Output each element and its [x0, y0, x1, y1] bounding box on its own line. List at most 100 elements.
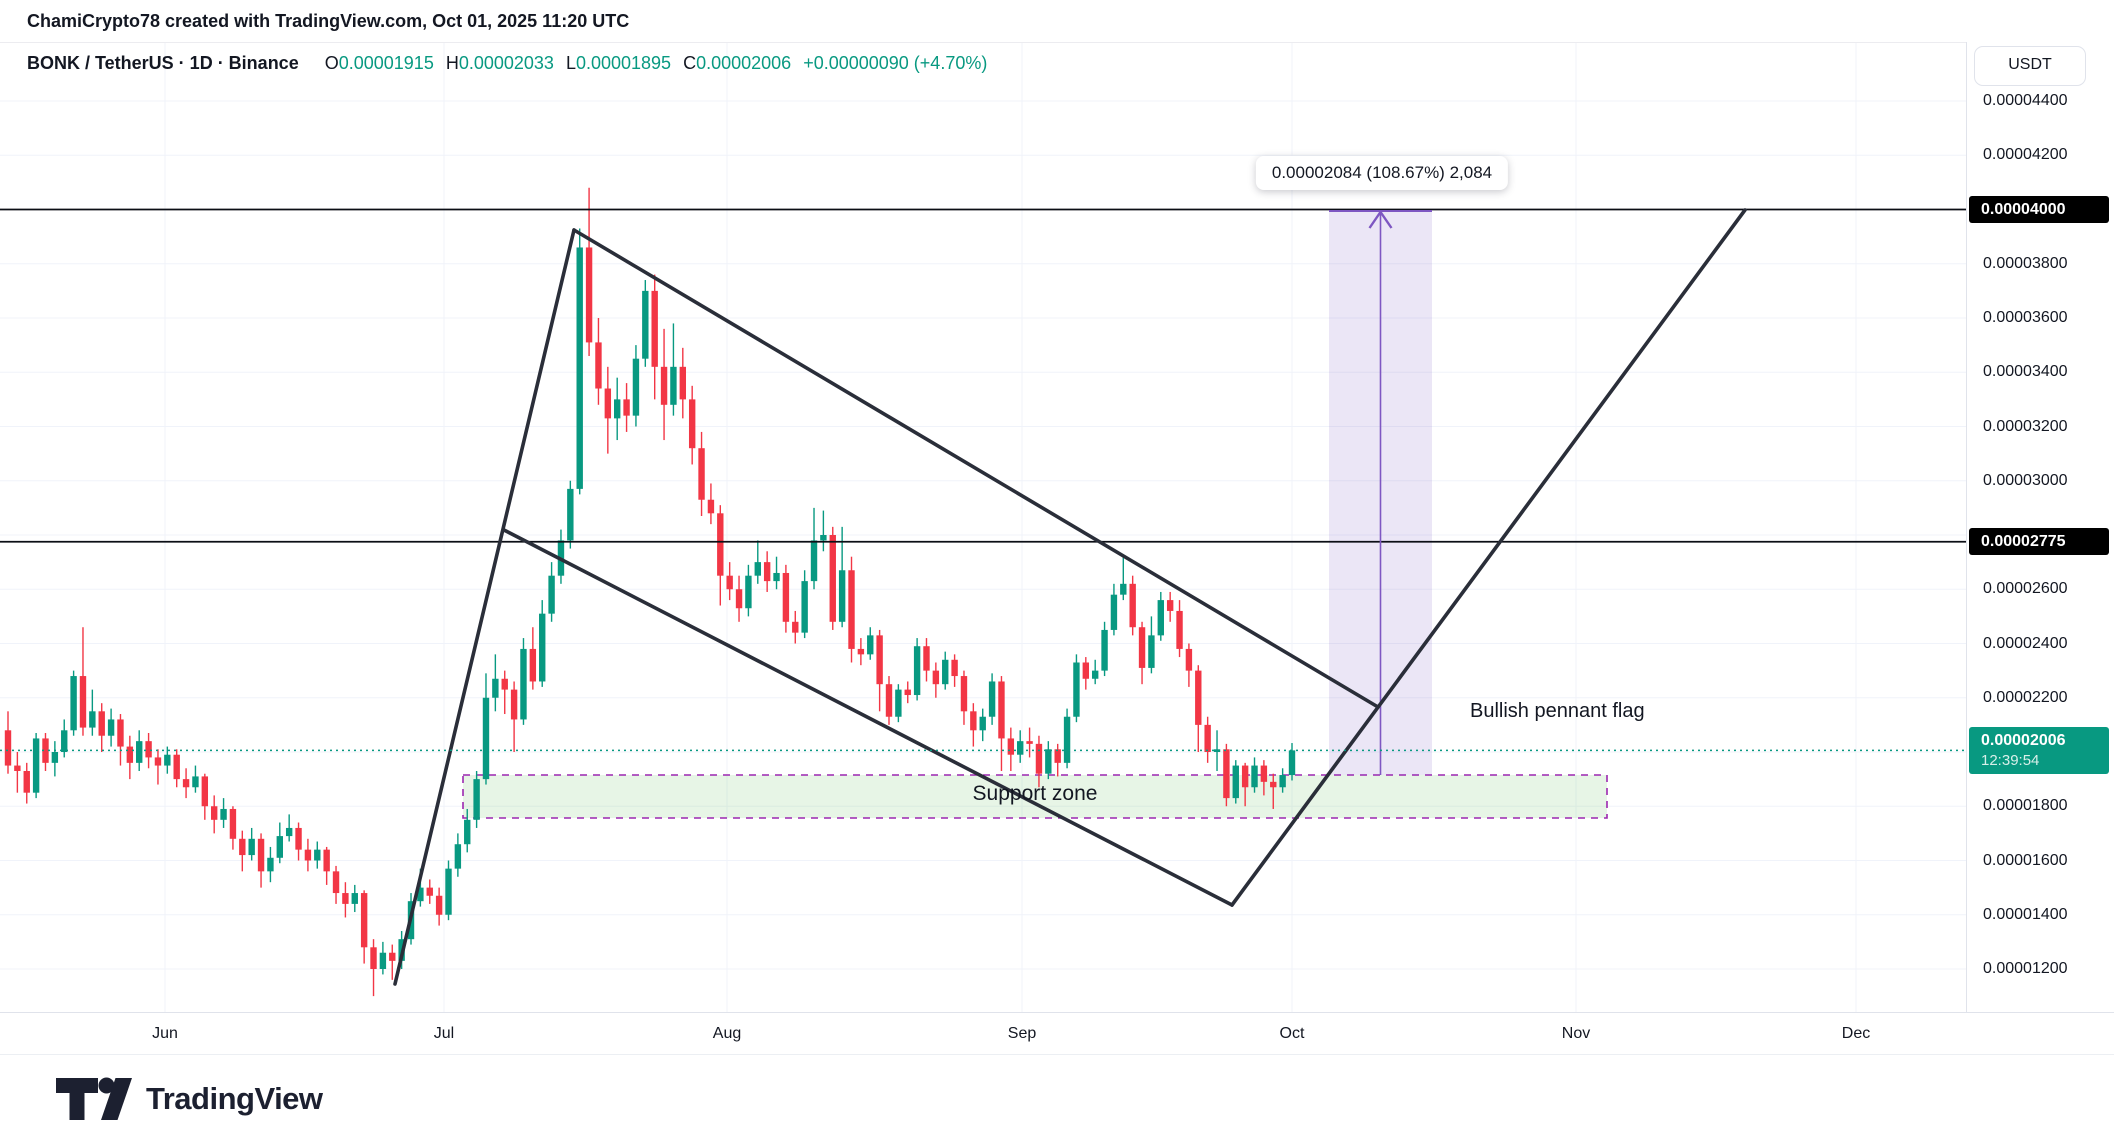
candle-body [323, 849, 330, 872]
breakout-line[interactable] [1230, 208, 1747, 907]
candle-body [820, 535, 827, 541]
pennant-lower-line[interactable] [502, 528, 1234, 907]
candle-body [1270, 781, 1277, 788]
last-price-value: 0.00002006 [1981, 732, 2066, 750]
price-tick-label: 0.00001200 [1983, 960, 2068, 977]
candle-body [1223, 749, 1230, 799]
candle-body [267, 857, 274, 872]
candle-body [651, 290, 658, 367]
candle-body [670, 366, 677, 405]
time-tick-label-oct: Oct [1279, 1025, 1305, 1042]
candle-body [248, 838, 255, 856]
candle-body [276, 836, 283, 858]
candle-body [417, 887, 424, 902]
measure-arrow-icon [1368, 209, 1393, 229]
candle-body [848, 570, 855, 649]
candle-body [1091, 670, 1099, 679]
candle-body [857, 648, 865, 655]
candle-body [810, 540, 818, 582]
candle-body [1157, 600, 1164, 636]
candle-body [1138, 627, 1146, 668]
bar-countdown: 12:39:54 [1981, 752, 2040, 770]
support-zone-border [462, 774, 1608, 819]
candle-body [932, 670, 940, 685]
candle-body [1063, 716, 1071, 763]
candle-body [923, 646, 930, 671]
candle-body [979, 716, 986, 731]
candle-body [126, 746, 134, 763]
candle-body [107, 719, 115, 736]
candle-body [792, 621, 799, 633]
candle-body [473, 779, 480, 820]
close-label: C [683, 53, 697, 73]
candle-body [613, 399, 621, 419]
candle-body [1007, 738, 1015, 755]
candle-body [42, 738, 49, 763]
candle-body [332, 871, 340, 894]
price-tick-label: 0.00004200 [1983, 146, 2068, 164]
pennant-upper-line[interactable] [572, 228, 1380, 709]
candle-body [1232, 765, 1239, 799]
symbol-title[interactable]: BONK / TetherUS · 1D · Binance [27, 53, 299, 73]
candle-body [314, 849, 321, 861]
candle-body [1195, 670, 1202, 725]
candle-body [754, 562, 761, 576]
candle-body [70, 676, 77, 731]
pennant-annotation-label[interactable]: Bullish pennant flag [1470, 700, 1645, 722]
price-level-label-2775: 0.00002775 [1969, 528, 2109, 556]
candle-body [145, 741, 152, 758]
candle-body [1241, 765, 1249, 788]
candle-body [576, 247, 583, 489]
candle-body [529, 648, 537, 682]
flagpole-line[interactable] [393, 228, 576, 986]
price-tick-label: 0.00003200 [1983, 417, 2068, 435]
price-axis[interactable]: 0.00004000 0.00002775 0.00002006 12:39:5… [1966, 42, 2114, 1013]
candle-body [988, 681, 996, 717]
candle-body [239, 838, 246, 856]
candle-body [351, 893, 358, 904]
candle-body [1260, 765, 1268, 782]
time-axis[interactable]: Jun Jul Aug Sep Oct Nov Dec [0, 1012, 2114, 1055]
tradingview-logo-mark [56, 1077, 132, 1120]
candle-body [136, 741, 143, 763]
tradingview-logo-text: TradingView [146, 1081, 323, 1116]
candle-body [913, 646, 921, 696]
candle-body [1288, 750, 1296, 776]
candle-body [51, 752, 59, 763]
candle-body [492, 678, 499, 698]
candle-body [735, 589, 743, 609]
candle-body [1082, 662, 1090, 679]
attribution-text: ChamiCrypto78 created with TradingView.c… [27, 11, 630, 31]
candle-body [960, 676, 968, 712]
candle-body [726, 575, 733, 590]
time-tick-label-sep: Sep [1007, 1025, 1037, 1042]
tradingview-logo[interactable]: TradingView [55, 1076, 323, 1122]
candle-body [1110, 594, 1118, 630]
currency-toggle-button[interactable]: USDT [1974, 46, 2086, 86]
open-value: 0.00001915 [338, 53, 434, 73]
support-zone[interactable] [463, 775, 1607, 818]
candle-body [98, 711, 105, 736]
candle-body [154, 757, 162, 766]
measure-tool-label[interactable]: 0.00002084 (108.67%) 2,084 [1255, 156, 1509, 190]
candle-body [370, 947, 377, 969]
support-zone-label[interactable]: Support zone [972, 782, 1098, 805]
open-label: O [324, 53, 339, 73]
candle-body [117, 719, 124, 747]
candle-body [14, 765, 21, 771]
candle-body [1213, 749, 1221, 752]
price-tick-label: 0.00001600 [1983, 851, 2068, 869]
attribution-bar: ChamiCrypto78 created with TradingView.c… [0, 0, 2114, 43]
price-tick-label: 0.00002200 [1983, 688, 2068, 706]
candle-body [389, 952, 396, 961]
candle-body [895, 689, 902, 717]
candle-body [867, 635, 874, 655]
candle-body [229, 808, 237, 839]
symbol-legend[interactable]: BONK / TetherUS · 1D · Binance O0.0000191… [27, 51, 987, 75]
candle-body [482, 697, 490, 780]
time-tick-label-jun: Jun [152, 1025, 178, 1042]
candle-body [164, 754, 171, 766]
candle-body [1035, 743, 1043, 774]
price-tick-label: 0.00003600 [1983, 309, 2068, 326]
